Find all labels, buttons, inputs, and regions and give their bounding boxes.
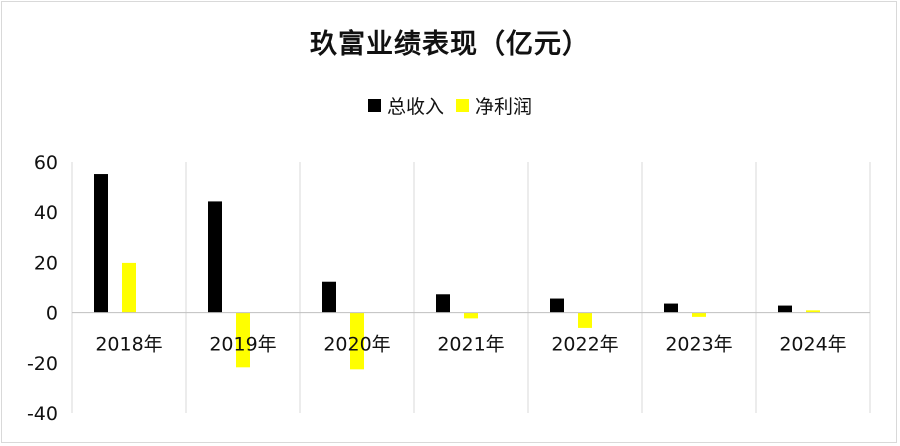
x-tick-label: 2019年 (209, 334, 276, 356)
legend-item-revenue: 总收入 (367, 92, 444, 119)
bar-net-profit (350, 312, 364, 370)
x-tick-label: 2021年 (437, 334, 504, 356)
bar-net-profit (578, 312, 592, 328)
legend-swatch-net-profit (456, 99, 469, 112)
chart-legend: 总收入 净利润 (0, 92, 900, 119)
x-tick-label: 2020年 (323, 334, 390, 356)
legend-label-revenue: 总收入 (386, 96, 444, 118)
bar-revenue (322, 281, 336, 313)
bar-net-profit (122, 262, 136, 313)
bar-net-profit (464, 312, 478, 319)
y-tick-label: -40 (27, 403, 58, 425)
bar-revenue (208, 201, 222, 313)
bar-revenue (664, 303, 678, 313)
x-tick-label: 2022年 (551, 334, 618, 356)
legend-swatch-revenue (367, 99, 381, 112)
bar-revenue (778, 305, 792, 313)
x-tick-label: 2024年 (779, 334, 846, 356)
legend-item-net-profit: 净利润 (456, 92, 532, 119)
y-tick-label: 60 (34, 152, 58, 174)
bar-revenue (436, 294, 450, 313)
bar-revenue (94, 174, 108, 313)
chart-title: 玖富业绩表现（亿元） (310, 29, 590, 60)
y-tick-label: 0 (46, 303, 58, 325)
x-tick-label: 2023年 (665, 334, 732, 356)
x-tick-label: 2018年 (95, 334, 162, 356)
y-tick-label: 20 (34, 252, 58, 274)
bar-net-profit (236, 312, 250, 368)
bar-net-profit (692, 312, 706, 317)
y-tick-label: 40 (34, 202, 58, 224)
bar-revenue (550, 298, 564, 313)
legend-label-net-profit: 净利润 (475, 96, 533, 118)
y-tick-label: -20 (27, 353, 58, 375)
bar-net-profit (806, 310, 820, 313)
